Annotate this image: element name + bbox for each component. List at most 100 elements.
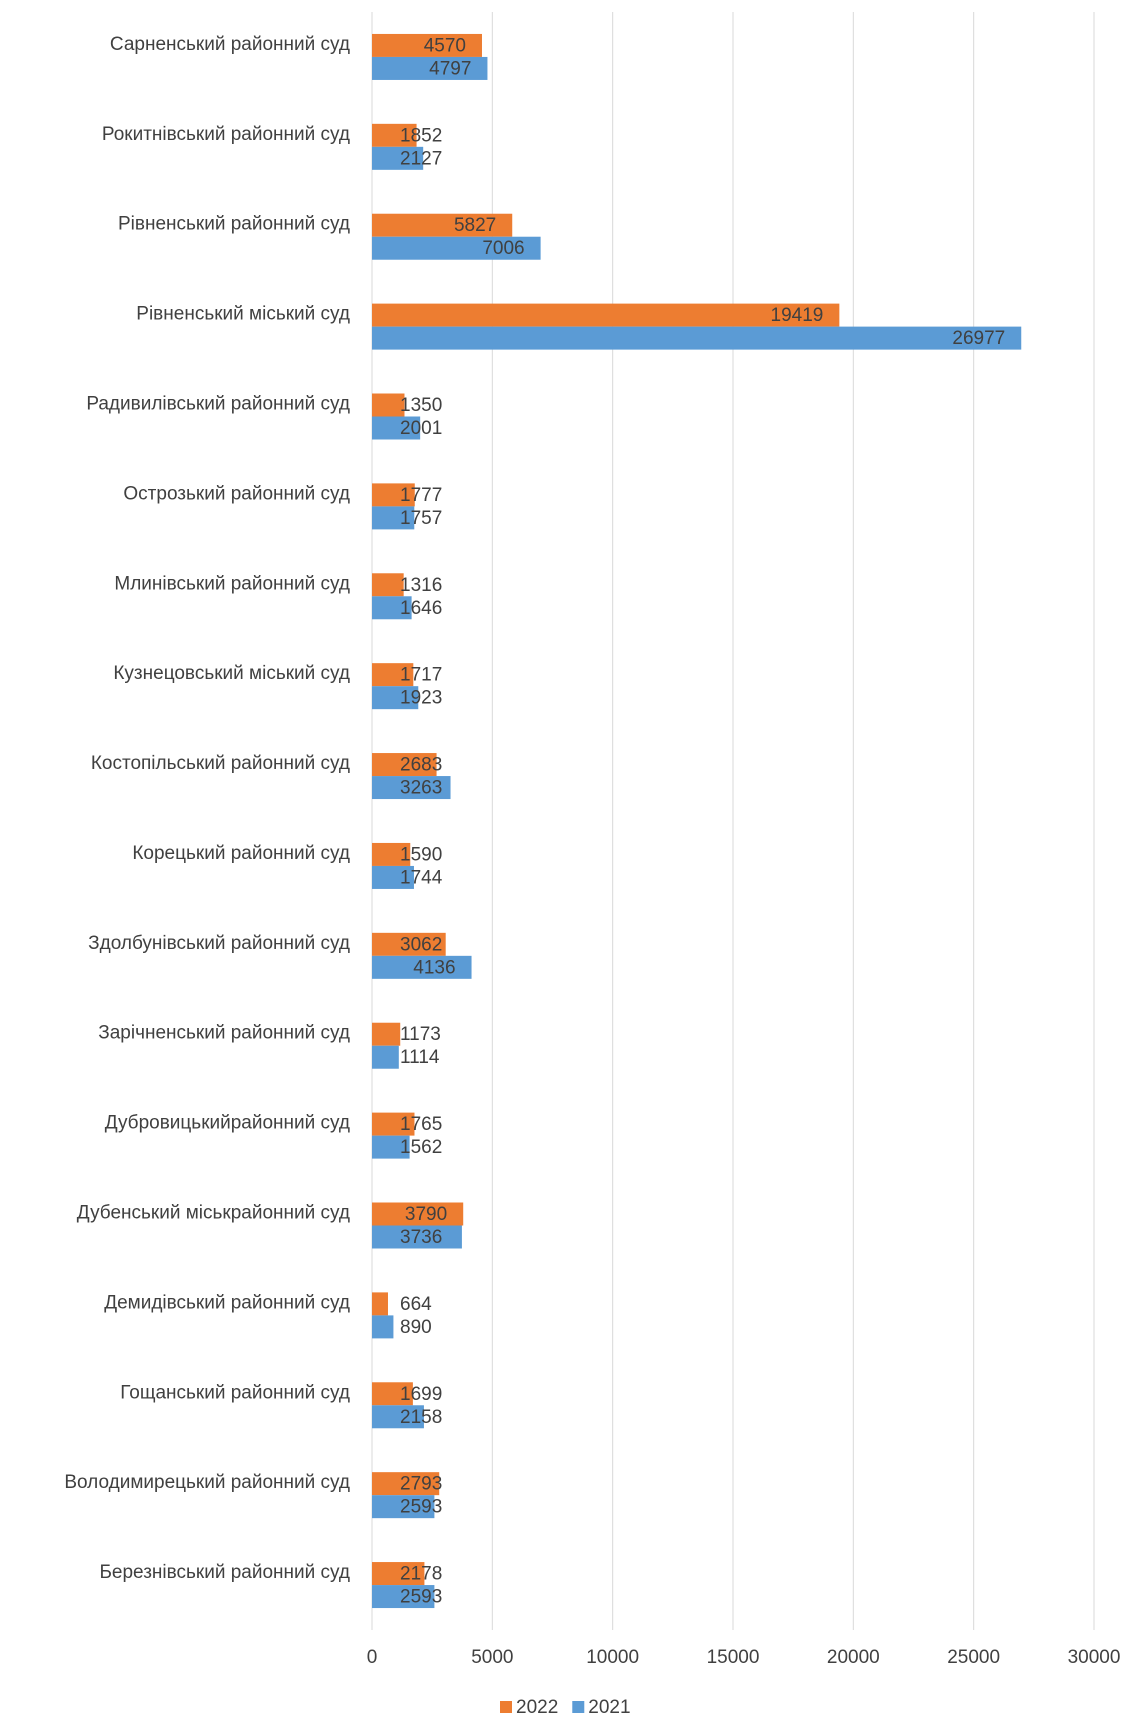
data-label: 3263 [400, 778, 442, 799]
data-label: 2683 [400, 755, 442, 776]
bar [372, 1045, 399, 1069]
bar [372, 146, 424, 170]
y-tick-label: Сарненський районний суд [110, 34, 350, 55]
y-tick-label: Зарічненський районний суд [98, 1023, 350, 1044]
y-tick-label: Дубровицькийрайонний суд [105, 1113, 350, 1134]
x-tick-label: 25000 [947, 1647, 1000, 1668]
bar [372, 506, 415, 530]
data-label: 1744 [400, 867, 443, 888]
data-label: 1350 [400, 395, 442, 416]
legend-swatch [500, 1701, 512, 1713]
y-tick-label: Демидівський районний суд [104, 1292, 350, 1313]
x-tick-label: 15000 [707, 1647, 760, 1668]
y-tick-label: Здолбунівський районний суд [88, 933, 350, 954]
bar [372, 573, 404, 597]
bar [372, 416, 421, 440]
y-tick-label: Кузнецовський міський суд [113, 663, 350, 684]
data-label: 2593 [400, 1497, 442, 1518]
data-label: 1765 [400, 1114, 442, 1135]
bar [372, 303, 840, 327]
y-tick-label: Рівненський міський суд [136, 304, 350, 325]
data-label: 5827 [454, 215, 496, 236]
bar [372, 776, 451, 800]
y-tick-label: Острозький районний суд [123, 483, 350, 504]
bar [372, 1585, 435, 1609]
y-tick-label: Млинівський районний суд [114, 573, 350, 594]
data-label: 664 [400, 1294, 432, 1315]
bar [372, 56, 488, 80]
bar [372, 842, 411, 866]
bar [372, 663, 414, 687]
data-label: 1777 [400, 485, 442, 506]
bar [372, 596, 412, 620]
y-tick-label: Рокитнівський районний суд [102, 124, 350, 145]
y-tick-label: Гощанський районний суд [120, 1382, 350, 1403]
data-label: 1173 [400, 1024, 441, 1045]
bar [372, 483, 415, 507]
data-label: 4136 [413, 957, 455, 978]
data-label: 3790 [405, 1204, 447, 1225]
data-label: 1562 [400, 1137, 442, 1158]
data-label: 890 [400, 1317, 432, 1338]
bar [372, 1495, 435, 1519]
x-tick-label: 30000 [1068, 1647, 1121, 1668]
data-label: 7006 [482, 238, 524, 259]
data-label: 1757 [400, 508, 442, 529]
data-label: 19419 [771, 305, 824, 326]
bar [372, 213, 513, 237]
bar [372, 1405, 424, 1429]
data-label: 1316 [400, 575, 442, 596]
y-tick-label: Радивилівський районний суд [86, 394, 350, 415]
data-label: 26977 [952, 328, 1005, 349]
data-label: 2158 [400, 1407, 442, 1428]
bar [372, 865, 414, 889]
y-tick-label: Корецький районний суд [132, 843, 350, 864]
x-tick-label: 10000 [586, 1647, 639, 1668]
data-label: 3736 [400, 1227, 442, 1248]
y-tick-label: Рівненський районний суд [118, 214, 350, 235]
data-label: 1923 [400, 688, 442, 709]
x-tick-label: 0 [367, 1647, 378, 1668]
data-label: 2127 [400, 148, 442, 169]
data-label: 1590 [400, 844, 442, 865]
bar [372, 1135, 410, 1159]
legend-label: 2021 [588, 1697, 630, 1718]
data-label: 1852 [400, 125, 442, 146]
y-tick-label: Костопільський районний суд [91, 753, 350, 774]
bar [372, 1022, 401, 1046]
bar [372, 236, 541, 260]
legend-swatch [572, 1701, 585, 1713]
y-tick-label: Березнівський районний суд [99, 1562, 350, 1583]
data-label: 2793 [400, 1474, 442, 1495]
bar [372, 1472, 440, 1496]
bar [372, 1112, 415, 1136]
data-label: 1646 [400, 598, 442, 619]
data-label: 2593 [400, 1587, 442, 1608]
data-label: 1699 [400, 1384, 442, 1405]
bar [372, 753, 437, 777]
bar [372, 932, 446, 956]
bar [372, 393, 405, 417]
data-label: 3062 [400, 934, 442, 955]
x-tick-label: 5000 [471, 1647, 513, 1668]
bar [372, 1315, 394, 1339]
y-tick-label: Володимирецький районний суд [64, 1472, 350, 1493]
bar [372, 1292, 388, 1316]
data-label: 1114 [400, 1047, 440, 1068]
data-label: 2001 [400, 418, 442, 439]
data-label: 2178 [400, 1564, 442, 1585]
data-label: 4570 [424, 35, 466, 56]
bar [372, 955, 472, 979]
legend-label: 2022 [516, 1697, 558, 1718]
data-label: 1717 [400, 665, 442, 686]
bar [372, 1562, 425, 1586]
bar [372, 33, 482, 57]
bar [372, 1382, 413, 1406]
y-tick-label: Дубенський міськрайонний суд [77, 1203, 350, 1224]
bar [372, 123, 417, 147]
bar [372, 686, 419, 710]
bar [372, 1202, 464, 1226]
bar [372, 1225, 462, 1249]
data-label: 4797 [429, 58, 471, 79]
